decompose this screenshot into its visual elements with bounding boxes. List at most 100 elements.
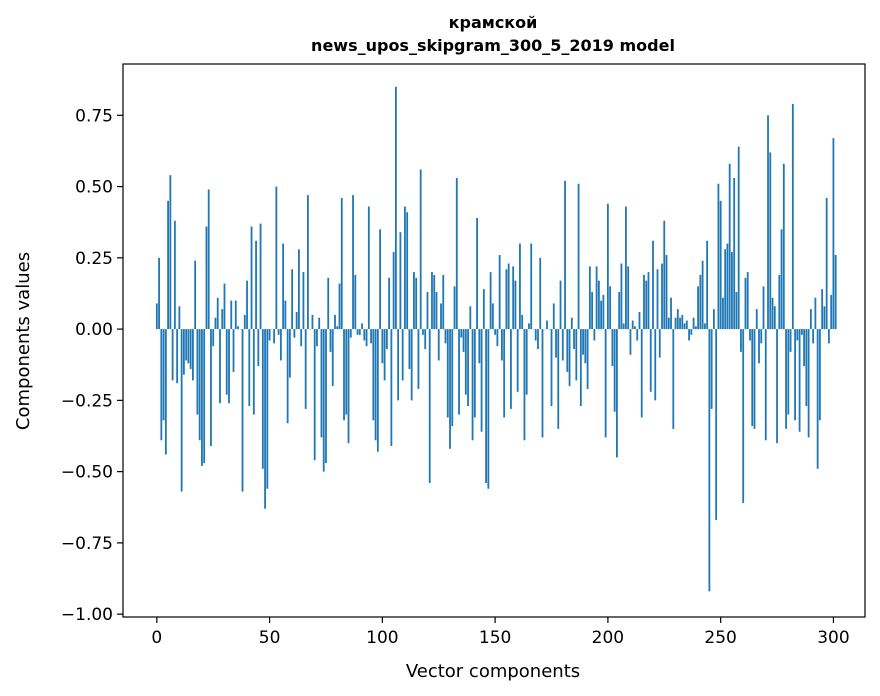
bar-272 bbox=[769, 152, 772, 330]
x-tick-label: 300 bbox=[817, 628, 849, 648]
bar-24 bbox=[210, 329, 212, 446]
bar-87 bbox=[352, 195, 354, 330]
bar-18 bbox=[196, 329, 199, 415]
bar-279 bbox=[785, 329, 787, 429]
bar-77 bbox=[329, 329, 332, 352]
bar-134 bbox=[458, 329, 460, 415]
bar-133 bbox=[455, 178, 458, 330]
bar-271 bbox=[767, 115, 769, 330]
bar-218 bbox=[647, 272, 650, 330]
bar-125 bbox=[437, 329, 440, 361]
bar-212 bbox=[634, 326, 636, 330]
bar-55 bbox=[279, 329, 282, 361]
bar-193 bbox=[591, 292, 593, 330]
bar-92 bbox=[363, 329, 366, 341]
bar-83 bbox=[343, 329, 345, 421]
bar-163 bbox=[523, 329, 526, 441]
bar-46 bbox=[259, 223, 262, 330]
bar-169 bbox=[537, 329, 539, 350]
bar-124 bbox=[435, 292, 438, 330]
bar-129 bbox=[446, 329, 449, 418]
bar-205 bbox=[618, 292, 621, 330]
bar-99 bbox=[379, 229, 381, 330]
y-axis-ticks: −1.00 −0.75 −0.50 −0.25 0.00 0.25 0.50 0.75 bbox=[61, 106, 123, 625]
bar-299 bbox=[830, 294, 833, 330]
bar-260 bbox=[742, 329, 745, 503]
bar-225 bbox=[663, 220, 666, 330]
bar-209 bbox=[627, 266, 630, 330]
bar-23 bbox=[207, 189, 210, 330]
bar-235 bbox=[685, 320, 688, 330]
bar-54 bbox=[277, 329, 280, 335]
bar-251 bbox=[722, 297, 724, 330]
bar-170 bbox=[539, 257, 542, 330]
bar-66 bbox=[304, 329, 307, 409]
bar-25 bbox=[212, 329, 215, 347]
bar-69 bbox=[311, 314, 314, 330]
bar-64 bbox=[300, 329, 303, 347]
bar-95 bbox=[370, 329, 372, 344]
bar-120 bbox=[426, 292, 429, 330]
bar-228 bbox=[670, 297, 672, 330]
bar-111 bbox=[406, 212, 409, 330]
bar-33 bbox=[230, 300, 233, 330]
bar-219 bbox=[649, 329, 652, 392]
bar-284 bbox=[796, 329, 799, 341]
bar-75 bbox=[325, 329, 327, 464]
bar-161 bbox=[519, 243, 521, 330]
bar-214 bbox=[638, 311, 641, 330]
bar-206 bbox=[620, 263, 623, 330]
bar-202 bbox=[611, 329, 614, 367]
bar-56 bbox=[282, 243, 285, 330]
x-tick-label: 50 bbox=[259, 628, 281, 648]
bar-194 bbox=[593, 329, 596, 341]
bar-145 bbox=[482, 289, 485, 330]
bar-103 bbox=[388, 277, 391, 330]
bar-126 bbox=[440, 303, 442, 330]
bar-137 bbox=[464, 329, 467, 395]
bar-119 bbox=[424, 329, 427, 350]
bar-67 bbox=[307, 195, 309, 330]
bar-97 bbox=[374, 329, 377, 441]
bar-122 bbox=[431, 272, 433, 330]
bar-117 bbox=[419, 169, 422, 330]
bar-108 bbox=[399, 232, 402, 330]
bar-149 bbox=[491, 303, 494, 330]
bar-115 bbox=[415, 277, 418, 330]
bar-188 bbox=[579, 329, 582, 407]
bar-63 bbox=[298, 249, 300, 330]
bar-140 bbox=[471, 329, 474, 441]
bar-144 bbox=[480, 329, 483, 432]
bar-215 bbox=[640, 329, 643, 418]
bar-197 bbox=[600, 300, 603, 330]
bar-276 bbox=[778, 274, 781, 330]
bar-255 bbox=[731, 252, 733, 330]
bar-123 bbox=[433, 274, 436, 330]
bar-110 bbox=[404, 206, 406, 330]
bar-244 bbox=[706, 240, 709, 330]
bar-198 bbox=[602, 294, 605, 330]
bar-22 bbox=[205, 226, 208, 330]
bar-288 bbox=[805, 329, 808, 407]
y-axis-label: Components values bbox=[13, 252, 34, 430]
bar-57 bbox=[284, 300, 287, 330]
bar-154 bbox=[503, 329, 506, 418]
bar-207 bbox=[622, 323, 625, 330]
bar-0 bbox=[155, 303, 158, 330]
bar-4 bbox=[164, 329, 167, 455]
bar-143 bbox=[478, 329, 481, 364]
bar-11 bbox=[180, 329, 183, 492]
bar-41 bbox=[248, 329, 251, 407]
bar-151 bbox=[496, 329, 499, 347]
bar-44 bbox=[255, 240, 257, 330]
bar-192 bbox=[588, 266, 591, 330]
bar-185 bbox=[573, 329, 575, 350]
bar-1 bbox=[158, 257, 160, 330]
bar-28 bbox=[219, 329, 221, 404]
bar-204 bbox=[616, 329, 618, 458]
bar-155 bbox=[505, 269, 508, 330]
bar-20 bbox=[201, 329, 203, 466]
bar-7 bbox=[171, 329, 174, 381]
bar-230 bbox=[674, 317, 677, 330]
